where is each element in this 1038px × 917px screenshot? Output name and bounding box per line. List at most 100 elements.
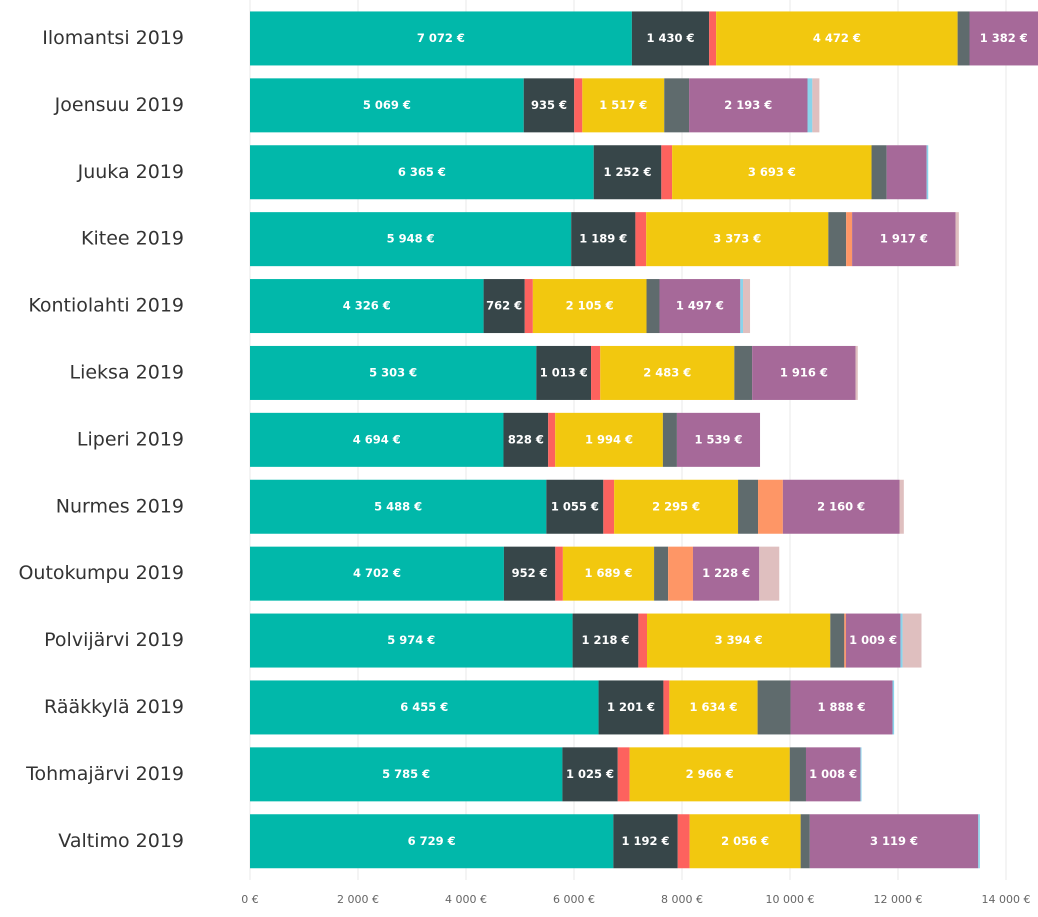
- value-label: 2 056 €: [721, 834, 769, 848]
- bar-segment: [664, 78, 690, 133]
- value-label: 762 €: [486, 299, 522, 313]
- bar-segment: [250, 78, 524, 133]
- x-tick-label: 14 000 €: [982, 893, 1031, 906]
- bar-segment: [555, 412, 663, 467]
- bar-segment: [523, 78, 575, 133]
- x-tick-label: 8 000 €: [661, 893, 703, 906]
- bar-segment: [613, 814, 678, 869]
- value-label: 4 326 €: [343, 299, 391, 313]
- bar-segment: [743, 279, 751, 334]
- bar-segment: [790, 680, 893, 735]
- value-label: 952 €: [512, 566, 548, 580]
- value-label: 6 365 €: [398, 165, 446, 179]
- value-label: 1 189 €: [579, 232, 627, 246]
- bar-segment: [812, 78, 820, 133]
- bar-segment: [663, 680, 670, 735]
- x-tick-label: 4 000 €: [445, 893, 487, 906]
- bar-segment: [886, 145, 927, 200]
- bar-segment: [738, 479, 759, 534]
- bar-segment: [899, 479, 904, 534]
- bar-segment: [957, 11, 970, 66]
- x-tick-label: 12 000 €: [874, 893, 923, 906]
- value-label: 1 497 €: [676, 299, 724, 313]
- y-tick-label: Polvijärvi 2019: [44, 629, 184, 651]
- bar-segment: [250, 412, 504, 467]
- bar-segment: [902, 613, 922, 668]
- value-label: 1 192 €: [622, 834, 670, 848]
- value-label: 2 483 €: [643, 365, 691, 379]
- value-label: 3 119 €: [870, 834, 918, 848]
- value-label: 1 994 €: [585, 432, 633, 446]
- bar-segment: [676, 412, 761, 467]
- y-tick-label: Ilomantsi 2019: [42, 27, 184, 49]
- bar-segment: [635, 212, 647, 267]
- bar-segment: [524, 279, 533, 334]
- bar-segment: [646, 212, 829, 267]
- bar-segment: [555, 546, 563, 601]
- value-label: 3 693 €: [748, 165, 796, 179]
- bar-segment: [654, 546, 669, 601]
- bar-segment: [716, 11, 958, 66]
- bar-segment: [759, 546, 780, 601]
- bar-segment: [250, 345, 537, 400]
- bar-segment: [752, 345, 856, 400]
- y-tick-label: Liperi 2019: [77, 428, 184, 450]
- value-label: 1 008 €: [809, 767, 857, 781]
- bar-segment: [900, 613, 903, 668]
- bar-segment: [709, 11, 717, 66]
- value-label: 2 193 €: [724, 98, 772, 112]
- value-label: 5 488 €: [374, 499, 422, 513]
- value-label: 1 634 €: [689, 700, 737, 714]
- value-label: 2 105 €: [566, 299, 614, 313]
- value-label: 1 689 €: [584, 566, 632, 580]
- value-label: 1 009 €: [849, 633, 897, 647]
- value-label: 1 055 €: [551, 499, 599, 513]
- bar-segment: [734, 345, 753, 400]
- bar-segment: [830, 613, 845, 668]
- value-label: 1 025 €: [566, 767, 614, 781]
- value-label: 5 948 €: [387, 232, 435, 246]
- bar-segment: [646, 279, 660, 334]
- bars: 7 072 € 1 430 € 4 472 € 1 382 € 5 069 € 935 €…: [250, 11, 1038, 869]
- value-label: 1 430 €: [646, 31, 694, 45]
- value-label: 1 013 €: [540, 365, 588, 379]
- bar-segment: [250, 680, 599, 735]
- y-tick-label: Tohmajärvi 2019: [25, 763, 184, 785]
- value-label: 3 373 €: [713, 232, 761, 246]
- bar-segment: [689, 78, 808, 133]
- value-label: 5 303 €: [369, 365, 417, 379]
- y-tick-label: Valtimo 2019: [58, 830, 184, 852]
- value-label: 1 201 €: [607, 700, 655, 714]
- bar-segment: [617, 747, 630, 802]
- x-tick-label: 0 €: [241, 893, 259, 906]
- bar-segment: [805, 747, 861, 802]
- value-label: 1 252 €: [603, 165, 651, 179]
- bar-segment: [659, 279, 741, 334]
- bar-segment: [926, 145, 929, 200]
- bar-segment: [250, 11, 632, 66]
- bar-segment: [250, 145, 594, 200]
- bar-segment: [844, 613, 846, 668]
- bar-segment: [757, 680, 791, 735]
- bar-segment: [250, 814, 614, 869]
- bar-segment: [955, 212, 959, 267]
- bar-segment: [546, 479, 604, 534]
- y-tick-label: Lieksa 2019: [70, 361, 185, 383]
- bar-segment: [871, 145, 887, 200]
- bar-segment: [692, 546, 760, 601]
- bar-segment: [600, 345, 735, 400]
- y-tick-label: Rääkkylä 2019: [44, 696, 184, 718]
- bar-segment: [677, 814, 690, 869]
- bar-segment: [250, 546, 504, 601]
- x-tick-label: 6 000 €: [553, 893, 595, 906]
- value-label: 2 295 €: [652, 499, 700, 513]
- bar-segment: [631, 11, 710, 66]
- bar-segment: [789, 747, 806, 802]
- value-label: 4 472 €: [813, 31, 861, 45]
- bar-segment: [758, 479, 783, 534]
- value-label: 1 916 €: [780, 365, 828, 379]
- bar-segment: [860, 747, 862, 802]
- bar-segment: [250, 479, 547, 534]
- x-tick-label: 10 000 €: [766, 893, 815, 906]
- bar-segment: [614, 479, 739, 534]
